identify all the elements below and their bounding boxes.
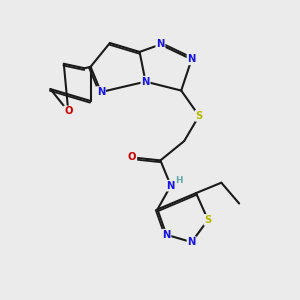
Text: S: S: [204, 215, 211, 225]
Text: N: N: [156, 40, 165, 50]
Text: O: O: [128, 152, 136, 162]
Text: N: N: [97, 87, 105, 97]
Text: N: N: [162, 230, 170, 240]
Text: N: N: [167, 181, 175, 191]
Text: N: N: [188, 54, 196, 64]
Text: N: N: [141, 76, 150, 87]
Text: S: S: [195, 111, 203, 121]
Text: N: N: [188, 237, 196, 247]
Text: H: H: [176, 176, 183, 185]
Text: O: O: [64, 106, 73, 116]
